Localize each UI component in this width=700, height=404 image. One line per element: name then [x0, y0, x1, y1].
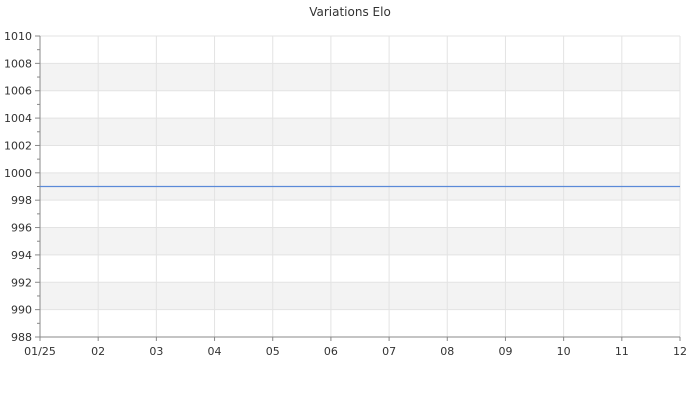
y-tick-label: 996 — [11, 222, 32, 235]
grid-band — [40, 227, 680, 255]
y-tick-label: 994 — [11, 249, 32, 262]
y-tick-label: 1002 — [4, 139, 32, 152]
grid-band — [40, 63, 680, 91]
x-tick-label: 12 — [673, 345, 687, 358]
x-tick-label: 02 — [91, 345, 105, 358]
y-tick-label: 1000 — [4, 167, 32, 180]
grid-band — [40, 118, 680, 146]
grid-band — [40, 282, 680, 310]
x-tick-label: 09 — [498, 345, 512, 358]
x-tick-label: 03 — [149, 345, 163, 358]
x-tick-label: 10 — [557, 345, 571, 358]
x-tick-label: 06 — [324, 345, 338, 358]
y-tick-label: 1010 — [4, 30, 32, 43]
x-tick-label: 07 — [382, 345, 396, 358]
chart-title: Variations Elo — [309, 5, 391, 19]
y-tick-label: 988 — [11, 331, 32, 344]
x-tick-label: 11 — [615, 345, 629, 358]
x-tick-label: 08 — [440, 345, 454, 358]
y-tick-label: 998 — [11, 194, 32, 207]
x-tick-label: 04 — [208, 345, 222, 358]
y-tick-label: 1004 — [4, 112, 32, 125]
x-tick-label: 01/25 — [24, 345, 56, 358]
y-tick-label: 1006 — [4, 85, 32, 98]
x-tick-label: 05 — [266, 345, 280, 358]
y-tick-label: 990 — [11, 304, 32, 317]
y-tick-label: 992 — [11, 276, 32, 289]
y-tick-label: 1008 — [4, 57, 32, 70]
